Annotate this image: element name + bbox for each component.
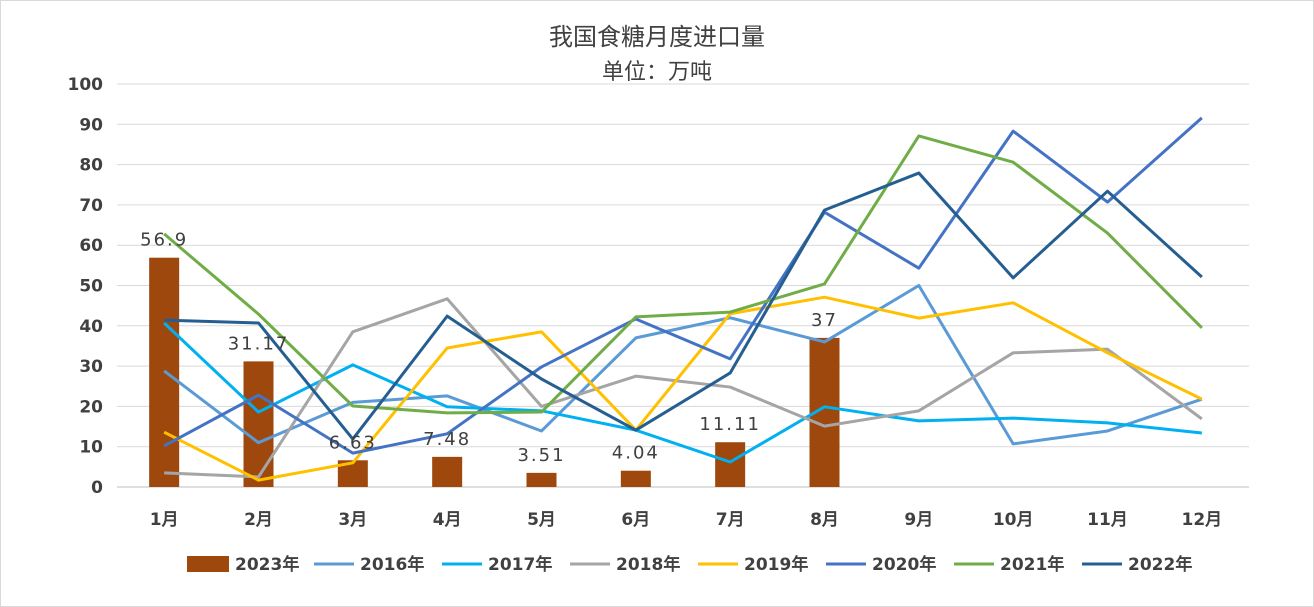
line-2018年 — [164, 297, 1203, 479]
data-label: 11.11 — [699, 414, 761, 435]
line-2020年 — [163, 116, 1203, 455]
y-tick-label: 10 — [79, 438, 103, 458]
bar-2023 — [243, 361, 274, 487]
x-tick-label: 11月 — [1087, 510, 1128, 530]
line-2016年 — [163, 284, 1203, 446]
y-tick-label: 50 — [79, 277, 103, 297]
y-tick-label: 20 — [79, 397, 103, 417]
line-2022年 — [164, 171, 1203, 441]
y-tick-label: 60 — [79, 236, 103, 256]
legend-label: 2018年 — [616, 554, 680, 575]
bar-2023 — [620, 470, 651, 487]
y-tick-label: 40 — [79, 317, 103, 337]
bar-2023 — [715, 442, 746, 487]
data-label: 3.51 — [517, 445, 565, 466]
legend-label: 2017年 — [488, 554, 552, 575]
x-tick-label: 9月 — [904, 510, 933, 530]
data-label: 4.04 — [612, 443, 660, 464]
y-tick-label: 70 — [79, 196, 103, 216]
x-tick-label: 4月 — [433, 510, 462, 530]
legend-label: 2023年 — [235, 554, 299, 575]
legend-label: 2022年 — [1128, 554, 1192, 575]
legend-label: 2021年 — [1000, 554, 1064, 575]
data-label: 37 — [811, 310, 838, 331]
x-tick-label: 12月 — [1181, 510, 1222, 530]
legend-label: 2020年 — [872, 554, 936, 575]
y-tick-label: 80 — [79, 156, 103, 176]
legend-label: 2016年 — [360, 554, 424, 575]
data-label: 7.48 — [423, 429, 471, 450]
data-label: 56.9 — [140, 230, 188, 251]
x-tick-label: 3月 — [338, 510, 367, 530]
data-label: 6.63 — [329, 432, 377, 453]
bar-2023 — [526, 472, 557, 487]
x-tick-label: 7月 — [716, 510, 745, 530]
y-tick-label: 0 — [91, 478, 103, 498]
x-tick-label: 5月 — [527, 510, 556, 530]
y-tick-label: 100 — [68, 75, 104, 95]
x-tick-label: 2月 — [244, 510, 273, 530]
x-tick-label: 10月 — [993, 510, 1034, 530]
y-tick-label: 30 — [79, 357, 103, 377]
data-label: 31.17 — [228, 333, 290, 354]
legend-swatch-2023 — [187, 556, 229, 572]
line-2017年 — [163, 321, 1202, 464]
x-tick-label: 8月 — [810, 510, 839, 530]
line-2019年 — [163, 295, 1203, 482]
legend-label: 2019年 — [744, 554, 808, 575]
x-tick-label: 1月 — [150, 510, 179, 530]
line-2021年 — [163, 134, 1203, 415]
chart-subtitle: 单位：万吨 — [602, 60, 712, 85]
x-tick-label: 6月 — [621, 510, 650, 530]
y-tick-label: 90 — [79, 115, 103, 135]
chart-title: 我国食糖月度进口量 — [549, 23, 765, 51]
bar-2023 — [432, 456, 463, 487]
